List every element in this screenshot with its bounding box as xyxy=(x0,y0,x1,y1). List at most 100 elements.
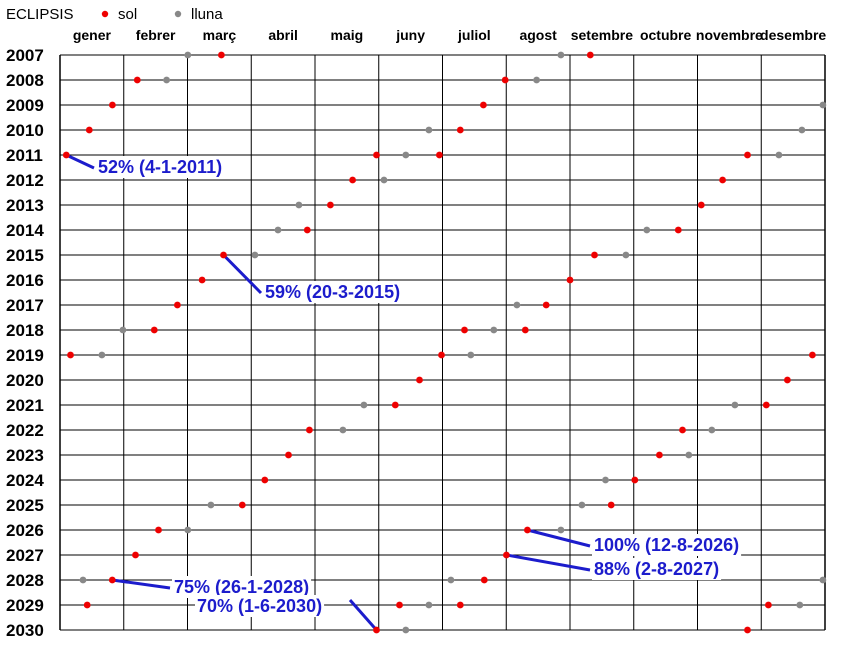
sol-point xyxy=(521,326,529,334)
sol-point xyxy=(503,551,510,559)
lluna-point xyxy=(533,76,540,84)
year-label: 2024 xyxy=(6,471,44,490)
lluna-point xyxy=(643,226,651,234)
sol-point xyxy=(62,151,70,159)
sol-point xyxy=(744,626,751,634)
callout-label: 52% (4-1-2011) xyxy=(98,157,222,177)
sol-point xyxy=(679,426,686,434)
sol-point xyxy=(220,251,227,259)
sol-point xyxy=(438,351,445,359)
year-label: 2016 xyxy=(6,271,44,290)
callout-labels: 52% (4-1-2011) 59% (20-3-2015) 100% (12-8-… xyxy=(96,156,742,617)
sol-point xyxy=(109,101,116,109)
sol-point xyxy=(85,126,93,134)
lluna-point xyxy=(98,351,106,359)
sol-point xyxy=(631,476,639,484)
lluna-point xyxy=(184,526,192,534)
lluna-point xyxy=(207,501,215,509)
callout-label: 70% (1-6-2030) xyxy=(197,596,322,616)
callout-label-background xyxy=(592,534,742,556)
month-label: juliol xyxy=(457,27,491,43)
year-label: 2013 xyxy=(6,196,44,215)
lluna-point xyxy=(402,626,410,634)
lluna-point xyxy=(425,601,433,609)
lluna-point xyxy=(796,601,804,609)
callout-label: 59% (20-3-2015) xyxy=(265,282,400,302)
sol-point xyxy=(174,301,181,309)
lluna-point xyxy=(798,126,806,134)
sol-point xyxy=(327,201,334,209)
sol-point xyxy=(524,526,531,534)
lluna-point xyxy=(79,576,87,584)
callout-label-background xyxy=(592,558,722,580)
year-label: 2022 xyxy=(6,421,44,440)
sol-point xyxy=(765,601,772,609)
legend-marker-lluna xyxy=(174,10,182,18)
lluna-point xyxy=(578,501,586,509)
legend-marker-sol xyxy=(101,10,109,18)
sol-point xyxy=(261,476,269,484)
sol-point xyxy=(303,226,311,234)
sol-point xyxy=(566,276,574,284)
sol-point xyxy=(436,151,443,159)
sol-point xyxy=(784,376,791,384)
sol-point xyxy=(674,226,682,234)
month-label: agost xyxy=(519,27,557,43)
year-label: 2021 xyxy=(6,396,44,415)
month-labels: gener febrer març abril maig juny juliol agost s… xyxy=(73,27,827,43)
sol-point xyxy=(133,76,141,84)
month-label: juny xyxy=(395,27,425,43)
lluna-point xyxy=(402,151,410,159)
lluna-point xyxy=(251,251,259,259)
sol-point xyxy=(480,576,488,584)
sol-point xyxy=(132,551,139,559)
callout-line xyxy=(112,578,171,590)
sol-point xyxy=(306,426,313,434)
year-labels: 2007 2008 2009 2010 2011 2012 2013 2014 2015 2016… xyxy=(6,46,44,640)
sol-point xyxy=(586,51,594,59)
lluna-point xyxy=(184,51,192,59)
callout-label: 100% (12-8-2026) xyxy=(594,535,739,555)
lluna-point xyxy=(274,226,282,234)
lluna-point xyxy=(775,151,783,159)
sol-point xyxy=(83,601,91,609)
data-points xyxy=(62,51,827,634)
month-label: març xyxy=(203,27,237,43)
callout-line xyxy=(348,599,378,631)
year-label: 2007 xyxy=(6,46,44,65)
year-label: 2017 xyxy=(6,296,44,315)
lluna-point xyxy=(622,251,630,259)
lluna-point xyxy=(447,576,455,584)
year-label: 2011 xyxy=(6,146,43,165)
year-label: 2014 xyxy=(6,221,44,240)
callout-lines xyxy=(65,153,591,631)
year-label: 2009 xyxy=(6,96,44,115)
lluna-point xyxy=(557,526,565,534)
lluna-point xyxy=(119,326,127,334)
year-label: 2019 xyxy=(6,346,44,365)
callout-label: 75% (26-1-2028) xyxy=(174,577,309,597)
year-label: 2010 xyxy=(6,121,44,140)
sol-point xyxy=(391,401,399,409)
month-label: octubre xyxy=(640,27,692,43)
callout-label-background xyxy=(172,576,312,598)
callout-line xyxy=(527,528,591,548)
sol-point xyxy=(456,601,464,609)
sol-point xyxy=(591,251,598,259)
chart-title: ECLIPSIS xyxy=(6,6,74,23)
month-label: desembre xyxy=(760,27,826,43)
sol-point xyxy=(762,401,770,409)
sol-point xyxy=(697,201,705,209)
month-label: maig xyxy=(331,27,364,43)
sol-point xyxy=(150,326,158,334)
sol-point xyxy=(238,501,246,509)
sol-point xyxy=(108,576,116,584)
legend-label-sol: sol xyxy=(118,6,137,23)
lluna-point xyxy=(557,51,565,59)
sol-point xyxy=(744,151,751,159)
year-label: 2030 xyxy=(6,621,44,640)
sol-point xyxy=(218,51,225,59)
lluna-point xyxy=(425,126,433,134)
lluna-point xyxy=(685,451,693,459)
sol-point xyxy=(501,76,509,84)
